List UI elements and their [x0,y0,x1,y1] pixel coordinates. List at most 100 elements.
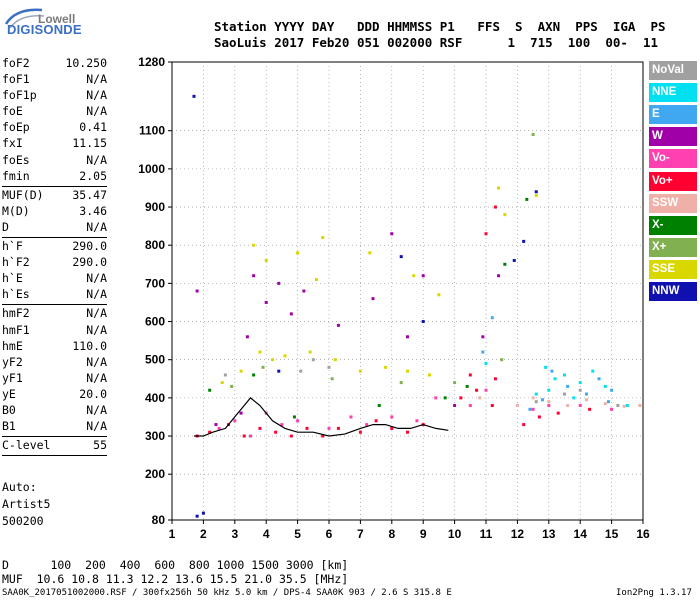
param-value: N/A [86,287,107,302]
data-point-nnw [421,320,425,324]
param-name: foE [2,104,23,119]
param-separator [2,455,107,457]
legend-item-nnw: NNW [649,282,697,301]
legend-item-x: X- [649,215,697,235]
data-point-noval [616,404,620,407]
param-value: N/A [86,322,107,337]
data-point-x [292,415,296,419]
param-name: MUF(D) [2,187,44,202]
data-point-x [330,377,334,381]
data-point-sse [437,293,441,297]
param-name: B1 [2,419,16,434]
header-labels: Station YYYY DAY DDD HHMMSS P1 FFS S AXN… [214,19,666,34]
legend-item-x: X+ [649,237,697,257]
data-point-vo [321,434,325,438]
param-separator [2,237,107,239]
param-value: N/A [86,402,107,417]
data-point-w [481,335,485,339]
data-point-x [252,373,256,377]
data-point-vo [475,388,479,392]
y-tick-label: 800 [145,238,165,252]
data-point-sse [264,258,268,262]
data-point-w [390,232,394,236]
param-separator [2,304,107,306]
y-tick-label: 700 [145,276,165,290]
param-row: MUF(D) 35.47 [2,188,107,204]
param-value: 0.41 [79,120,107,135]
param-name: fmin [2,168,30,183]
param-name: B0 [2,402,16,417]
legend-item-vo: Vo+ [649,171,697,191]
data-point-vo [296,419,300,423]
data-point-x [399,381,403,385]
data-point-vo [336,426,340,430]
data-point-w [252,274,256,278]
param-row: foEs N/A [2,153,107,169]
data-point-nne [547,388,551,392]
data-point-w [371,297,375,301]
data-point-nnw [195,514,199,518]
y-tick-label: 1100 [139,124,165,138]
plot-frame [171,61,644,521]
data-point-w [277,281,281,285]
param-name: fxI [2,136,23,151]
param-name: C-level [2,438,51,453]
data-point-w [406,335,409,339]
y-tick-label: 300 [145,429,165,443]
data-point-vo [258,426,262,430]
param-value: 10.250 [65,56,107,70]
data-point-noval [327,365,331,369]
data-point-noval [534,400,538,404]
param-row: yF1 N/A [2,371,107,387]
data-point-e [566,384,570,388]
data-point-vo [531,407,535,411]
data-point-vo [365,423,369,427]
data-point-w [302,289,306,293]
data-point-nne [484,362,488,366]
data-point-w [245,335,249,339]
data-point-x [230,384,234,388]
data-point-vo [305,426,309,430]
x-tick-label: 1 [169,527,176,541]
param-name: h`Es [2,287,30,302]
data-point-sse [220,381,224,385]
data-point-e [481,350,485,354]
data-point-w [453,404,457,407]
data-point-vo [390,426,394,430]
data-point-vo [434,396,438,400]
x-tick-label: 8 [388,527,395,541]
param-name: hmF2 [2,306,30,321]
data-point-vo [547,404,551,407]
data-point-vo [390,415,394,419]
param-name: D [2,219,9,234]
data-point-sse [412,274,416,278]
data-point-nne [563,373,566,377]
data-point-x [500,358,504,362]
param-row: hmF2 N/A [2,306,107,322]
data-point-ssw [515,404,519,407]
param-row: C-level 55 [2,438,107,454]
param-name: hmE [2,338,23,353]
legend-item-w: W [649,127,697,147]
data-point-w [195,289,199,293]
scaled-trace-line [194,397,449,437]
x-tick-label: 3 [231,527,238,541]
param-row: yF2 N/A [2,355,107,371]
data-point-vo [217,426,221,430]
x-tick-label: 6 [326,527,333,541]
param-row: h`F 290.0 [2,239,107,255]
param-name: foF1 [2,72,30,87]
param-name: h`F [2,239,23,254]
param-separator [2,436,107,438]
param-value: 290.0 [72,239,107,254]
data-point-nne [534,392,538,396]
data-point-vo [349,415,353,419]
data-point-vo [415,419,419,423]
x-tick-label: 15 [605,527,619,541]
param-name: foF2 [2,56,30,70]
data-point-nnw [512,258,516,262]
param-name: yE [2,386,16,401]
data-point-x [443,396,447,400]
param-name: foEp [2,120,30,135]
data-point-sse [239,369,243,373]
